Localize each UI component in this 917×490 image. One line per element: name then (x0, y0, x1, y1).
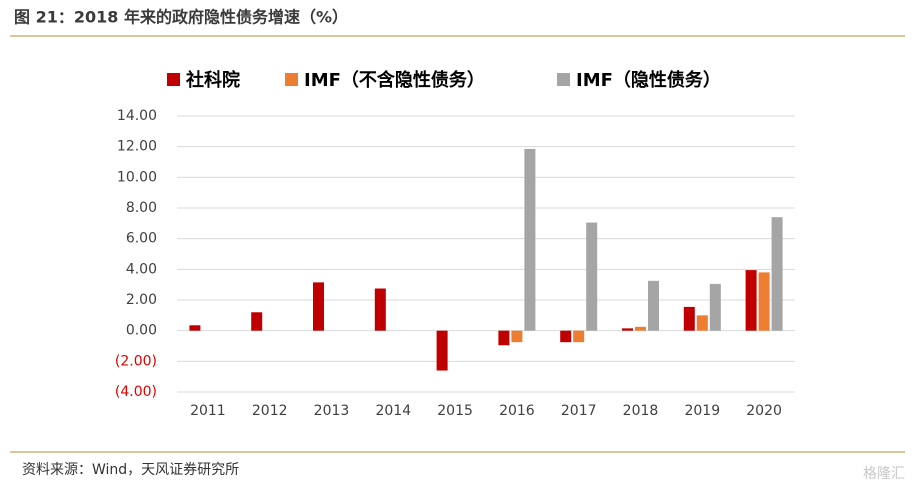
bar (189, 325, 201, 331)
y-tick-label: 0.00 (126, 323, 157, 339)
x-tick-label: 2016 (499, 403, 535, 419)
bar (524, 148, 536, 331)
legend-swatch (557, 73, 570, 86)
bar (436, 330, 448, 371)
bar (771, 217, 783, 331)
x-tick-label: 2015 (437, 403, 473, 419)
y-tick-label: 4.00 (126, 261, 157, 277)
x-tick-label: 2017 (561, 403, 597, 419)
y-tick-label: 12.00 (117, 139, 157, 155)
y-tick-label: (4.00) (115, 384, 157, 400)
bar (683, 306, 695, 331)
bar (622, 328, 633, 331)
bar (374, 288, 386, 331)
bar (758, 272, 770, 331)
x-tick-label: 2012 (252, 403, 288, 419)
bar (313, 282, 324, 331)
bar (511, 330, 523, 343)
x-tick-label: 2011 (190, 403, 226, 419)
y-tick-label: 10.00 (117, 169, 157, 185)
y-tick-label: 6.00 (126, 231, 157, 247)
legend-label: IMF（不含隐性债务） (304, 69, 485, 91)
x-tick-label: 2013 (314, 403, 350, 419)
bar (560, 330, 572, 343)
x-tick-label: 2020 (746, 403, 782, 419)
y-tick-label: 14.00 (117, 108, 157, 124)
bar (635, 326, 646, 331)
watermark: 格隆汇 (863, 466, 905, 482)
bar (498, 330, 510, 346)
x-tick-label: 2014 (375, 403, 411, 419)
legend-swatch (167, 73, 180, 86)
y-tick-label: 2.00 (126, 292, 157, 308)
y-tick-label: (2.00) (115, 353, 157, 369)
bar (745, 270, 757, 331)
bar (251, 312, 263, 331)
y-tick-label: 8.00 (126, 200, 157, 216)
bar (573, 330, 585, 343)
source-note: 资料来源：Wind，天风证券研究所 (22, 462, 239, 478)
bar (709, 283, 721, 331)
bar (696, 315, 708, 331)
x-tick-label: 2018 (623, 403, 659, 419)
legend-swatch (285, 73, 298, 86)
figure-title: 图 21：2018 年来的政府隐性债务增速（%） (14, 8, 348, 27)
legend-label: 社科院 (186, 69, 240, 91)
bar (586, 222, 598, 331)
bar (648, 280, 659, 331)
x-tick-label: 2019 (684, 403, 720, 419)
legend-label: IMF（隐性债务） (576, 69, 721, 91)
